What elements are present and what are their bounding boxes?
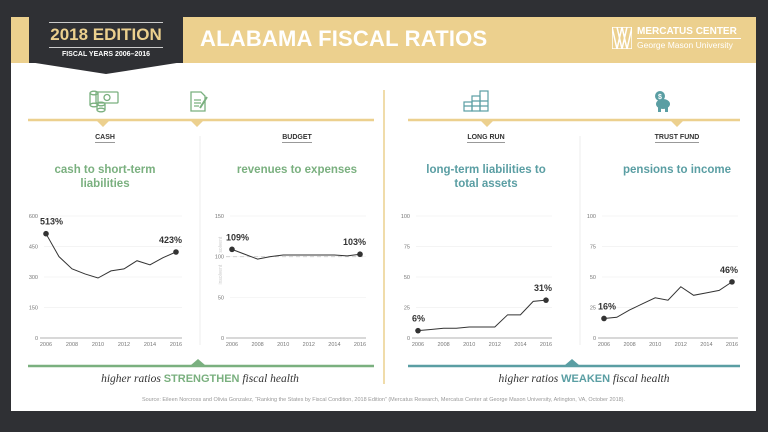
- category-trust-fund: TRUST FUND: [654, 134, 700, 143]
- edition-badge-tip: [29, 62, 183, 74]
- x-tick-label: 2008: [437, 342, 449, 348]
- x-tick-label: 2010: [92, 342, 104, 348]
- gold-notches-left: [97, 121, 203, 127]
- category-cash: CASH: [95, 134, 115, 143]
- x-tick-label: 2006: [412, 342, 424, 348]
- end-point: [173, 249, 179, 255]
- start-point: [43, 230, 49, 237]
- x-tick-label: 2014: [514, 342, 526, 348]
- start-point: [415, 327, 421, 334]
- x-tick-label: 2016: [540, 342, 552, 348]
- y-tick-label: 0: [221, 336, 224, 342]
- y-tick-label: 25: [404, 306, 410, 312]
- y-tick-label: 75: [404, 245, 410, 251]
- end-value-label: 423%: [159, 235, 182, 245]
- x-tick-label: 2010: [277, 342, 289, 348]
- y-tick-label: 0: [407, 336, 410, 342]
- x-tick-label: 2008: [623, 342, 635, 348]
- logo-line2: George Mason University: [637, 40, 733, 50]
- x-tick-label: 2012: [489, 342, 501, 348]
- weaken-note: higher ratios WEAKEN fiscal health: [498, 373, 670, 385]
- series-line: [231, 248, 361, 260]
- x-tick-label: 2008: [251, 342, 263, 348]
- y-tick-label: 50: [404, 275, 410, 281]
- start-value-label: 109%: [226, 232, 249, 242]
- x-tick-label: 2012: [675, 342, 687, 348]
- teal-notch: [565, 359, 579, 365]
- y-tick-label: 150: [215, 214, 224, 220]
- x-tick-label: 2010: [649, 342, 661, 348]
- piggy-bank-icon: $: [655, 91, 670, 112]
- start-value-label: 6%: [412, 314, 425, 324]
- end-point: [729, 279, 735, 285]
- x-tick-label: 2006: [598, 342, 610, 348]
- fiscal-years-label: FISCAL YEARS 2006–2016: [61, 51, 151, 58]
- subtitle-cash: cash to short-term liabilities: [54, 164, 156, 190]
- x-tick-label: 2012: [118, 342, 130, 348]
- end-point: [543, 297, 549, 303]
- page-title: ALABAMA FISCAL RATIOS: [200, 26, 488, 51]
- subtitle-trust-fund: pensions to income: [623, 164, 731, 176]
- strengthen-note: higher ratios STRENGTHEN fiscal health: [101, 373, 299, 385]
- cash-coins-icon: [89, 90, 119, 113]
- green-notch: [191, 359, 205, 365]
- x-tick-label: 2012: [303, 342, 315, 348]
- mercatus-logo-icon: [612, 27, 632, 49]
- edition-badge: [29, 17, 183, 63]
- x-tick-label: 2010: [463, 342, 475, 348]
- series-line: [603, 281, 733, 319]
- end-value-label: 31%: [534, 283, 552, 293]
- category-long-run: LONG RUN: [467, 134, 505, 143]
- series-line: [417, 299, 547, 332]
- y-tick-label: 50: [218, 295, 224, 301]
- stacked-money-icon: [463, 90, 489, 112]
- end-value-label: 46%: [720, 265, 738, 275]
- subtitle-budget: revenues to expenses: [236, 164, 358, 176]
- insolvent-label: insolvent: [218, 264, 224, 284]
- start-value-label: 513%: [40, 217, 63, 227]
- x-tick-label: 2014: [700, 342, 712, 348]
- source-note: Source: Eileen Norcross and Olivia Gonza…: [141, 397, 626, 403]
- y-tick-label: 0: [35, 336, 38, 342]
- solvent-label: solvent: [218, 236, 224, 252]
- y-tick-label: 100: [401, 214, 410, 220]
- x-tick-label: 2014: [144, 342, 156, 348]
- start-point: [601, 315, 607, 322]
- x-tick-label: 2008: [66, 342, 78, 348]
- y-tick-label: 100: [587, 214, 596, 220]
- start-value-label: 16%: [598, 301, 616, 311]
- x-tick-label: 2016: [726, 342, 738, 348]
- subtitle-long-run: long-term liabilities to total assets: [426, 164, 546, 190]
- series-line: [45, 233, 177, 279]
- budget-document-icon: [190, 91, 208, 112]
- end-point: [357, 251, 363, 258]
- svg-text:$: $: [658, 94, 662, 101]
- y-tick-label: 25: [590, 306, 596, 312]
- start-point: [229, 246, 235, 253]
- y-tick-label: 450: [29, 245, 38, 251]
- y-tick-label: 100: [215, 255, 224, 261]
- x-tick-label: 2006: [226, 342, 238, 348]
- x-tick-label: 2014: [328, 342, 340, 348]
- y-tick-label: 50: [590, 275, 596, 281]
- y-tick-label: 0: [593, 336, 596, 342]
- category-budget: BUDGET: [282, 134, 312, 143]
- gold-notches-right: [481, 121, 683, 127]
- y-tick-label: 75: [590, 245, 596, 251]
- end-value-label: 103%: [343, 237, 366, 247]
- logo-line1: MERCATUS CENTER: [637, 26, 737, 37]
- x-tick-label: 2006: [40, 342, 52, 348]
- edition-label: 2018 EDITION: [49, 22, 163, 48]
- x-tick-label: 2016: [354, 342, 366, 348]
- logo-rule: [637, 38, 741, 39]
- y-tick-label: 300: [29, 275, 38, 281]
- y-tick-label: 150: [29, 306, 38, 312]
- x-tick-label: 2016: [170, 342, 182, 348]
- y-tick-label: 600: [29, 214, 38, 220]
